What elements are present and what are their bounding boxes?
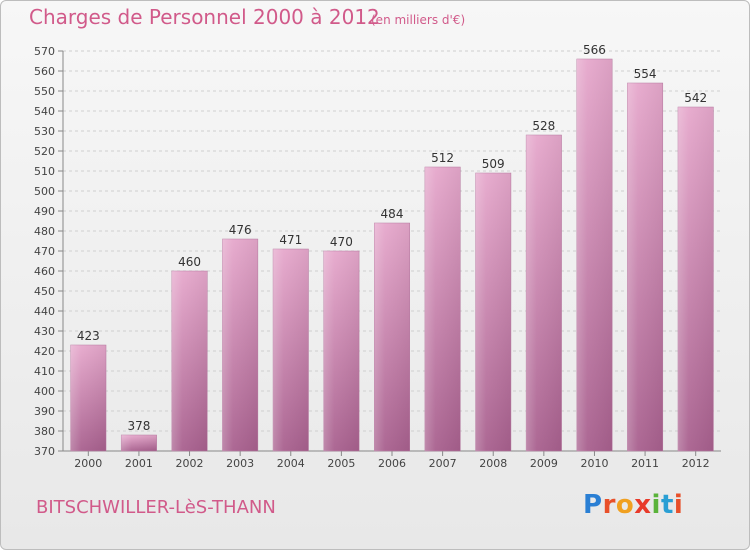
- value-label-2007: 512: [431, 151, 454, 165]
- y-tick-label: 560: [34, 65, 55, 78]
- proxiti-logo: Proxiti: [583, 490, 683, 520]
- y-tick-label: 520: [34, 145, 55, 158]
- value-label-2006: 484: [381, 207, 404, 221]
- bar-layer: [70, 58, 714, 452]
- bar-shine-2007: [424, 167, 461, 451]
- logo-letter: t: [660, 490, 674, 520]
- logo-letter: P: [583, 490, 603, 520]
- y-tick-label: 530: [34, 125, 55, 138]
- y-tick-label: 410: [34, 365, 55, 378]
- logo-letter: r: [602, 490, 616, 520]
- value-label-2012: 542: [684, 91, 707, 105]
- y-tick-label: 370: [34, 445, 55, 458]
- x-tick-label-2004: 2004: [277, 457, 305, 470]
- y-tick-label: 550: [34, 85, 55, 98]
- x-tick-label-2006: 2006: [378, 457, 406, 470]
- bar-shine-2009: [526, 135, 562, 451]
- bar-shine-2010: [576, 59, 613, 451]
- y-tick-label: 510: [34, 165, 55, 178]
- y-tick-label: 490: [34, 205, 55, 218]
- y-tick-label: 480: [34, 225, 55, 238]
- x-tick-label-2007: 2007: [429, 457, 457, 470]
- bar-shine-2008: [475, 173, 511, 451]
- value-label-2008: 509: [482, 157, 505, 171]
- y-tick-label: 440: [34, 305, 55, 318]
- value-label-2005: 470: [330, 235, 353, 249]
- y-tick-label: 460: [34, 265, 55, 278]
- bar-shine-2004: [273, 249, 309, 451]
- bar-shine-2003: [222, 239, 258, 451]
- value-label-2002: 460: [178, 255, 201, 269]
- y-tick-label: 430: [34, 325, 55, 338]
- y-tick-label: 400: [34, 385, 55, 398]
- bar-shine-2000: [70, 345, 107, 451]
- x-tick-label-2012: 2012: [682, 457, 710, 470]
- chart-subtitle: (en milliers d'€): [371, 13, 466, 27]
- y-tick-label: 570: [34, 45, 55, 58]
- town-name: BITSCHWILLER-LèS-THANN: [36, 497, 276, 518]
- x-tick-label-2001: 2001: [125, 457, 153, 470]
- axis-layer: 370 380 390 400 410 420 430 440 450 460 470 480 490 5…: [34, 45, 721, 470]
- y-tick-label: 470: [34, 245, 55, 258]
- value-label-2003: 476: [229, 223, 252, 237]
- y-tick-label: 500: [34, 185, 55, 198]
- logo-letter: i: [651, 490, 661, 520]
- x-tick-label-2005: 2005: [327, 457, 355, 470]
- x-tick-label-2011: 2011: [631, 457, 659, 470]
- value-label-2001: 378: [127, 419, 150, 433]
- bar-shine-2002: [171, 271, 208, 451]
- x-tick-label-2009: 2009: [530, 457, 558, 470]
- logo-letter: o: [615, 490, 635, 520]
- value-label-2009: 528: [532, 119, 555, 133]
- y-tick-label: 380: [34, 425, 55, 438]
- value-label-2004: 471: [279, 233, 302, 247]
- y-tick-label: 540: [34, 105, 55, 118]
- chart-title: Charges de Personnel 2000 à 2012: [29, 5, 380, 29]
- value-label-2011: 554: [634, 67, 657, 81]
- x-tick-label-2010: 2010: [580, 457, 608, 470]
- y-tick-label: 450: [34, 285, 55, 298]
- value-label-2000: 423: [77, 329, 100, 343]
- x-tick-label-2002: 2002: [176, 457, 204, 470]
- x-tick-label-2008: 2008: [479, 457, 507, 470]
- label-layer: 423 378 460 476 471 470 484 512 509 528 566 554 542: [77, 43, 707, 433]
- logo-letter: x: [634, 490, 652, 520]
- x-tick-label-2000: 2000: [74, 457, 102, 470]
- bar-shine-2006: [374, 223, 410, 451]
- bar-shine-2001: [121, 435, 157, 451]
- y-tick-label: 420: [34, 345, 55, 358]
- bar-shine-2012: [677, 107, 714, 451]
- bar-shine-2005: [323, 251, 360, 451]
- logo-letter: i: [673, 490, 684, 520]
- bar-shine-2011: [627, 83, 663, 451]
- y-tick-label: 390: [34, 405, 55, 418]
- x-tick-label-2003: 2003: [226, 457, 254, 470]
- value-label-2010: 566: [583, 43, 606, 57]
